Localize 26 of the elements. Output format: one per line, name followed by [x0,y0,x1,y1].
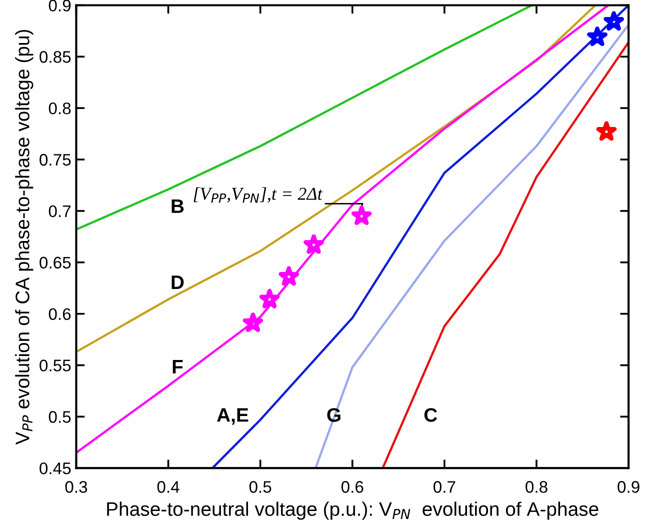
x-tick-label: 0.8 [526,481,548,493]
y-tick-label: 0.7 [48,205,71,218]
annotation: A,E [216,408,248,425]
annotation: B [172,200,184,213]
y-tick-label: 0.65 [40,256,71,269]
annotation: G [327,408,340,422]
y-tick-label: 0.8 [48,102,71,114]
y-tick-label: 0.9 [48,0,71,12]
y-axis-title: V$_{PP}$ evolution of CA phase-to-phase voltage (pu) [15,30,34,445]
annotation: F [172,360,183,374]
x-tick-label: 0.6 [341,481,364,493]
x-tick-label: 0.9 [618,481,640,493]
x-tick-label: 0.5 [249,481,272,493]
x-tick-label: 0.7 [434,481,456,493]
y-tick-label: 0.6 [48,308,71,320]
x-tick-label: 0.3 [65,481,88,493]
y-tick-label: 0.5 [48,411,71,423]
annotation: C [424,408,438,422]
y-tick-label: 0.75 [40,154,71,166]
y-tick-label: 0.85 [40,51,71,63]
x-axis-title: Phase-to-neutral voltage (p.u.): V$_{PN}$ evolution of A-phase [107,502,598,520]
y-tick-label: 0.55 [40,360,71,372]
annotation: D [172,276,184,289]
x-tick-label: 0.4 [157,481,180,493]
annotation: [V$_{PP}$,V$_{PN}$],t = 2Δt [194,187,323,203]
y-tick-label: 0.45 [40,462,71,474]
